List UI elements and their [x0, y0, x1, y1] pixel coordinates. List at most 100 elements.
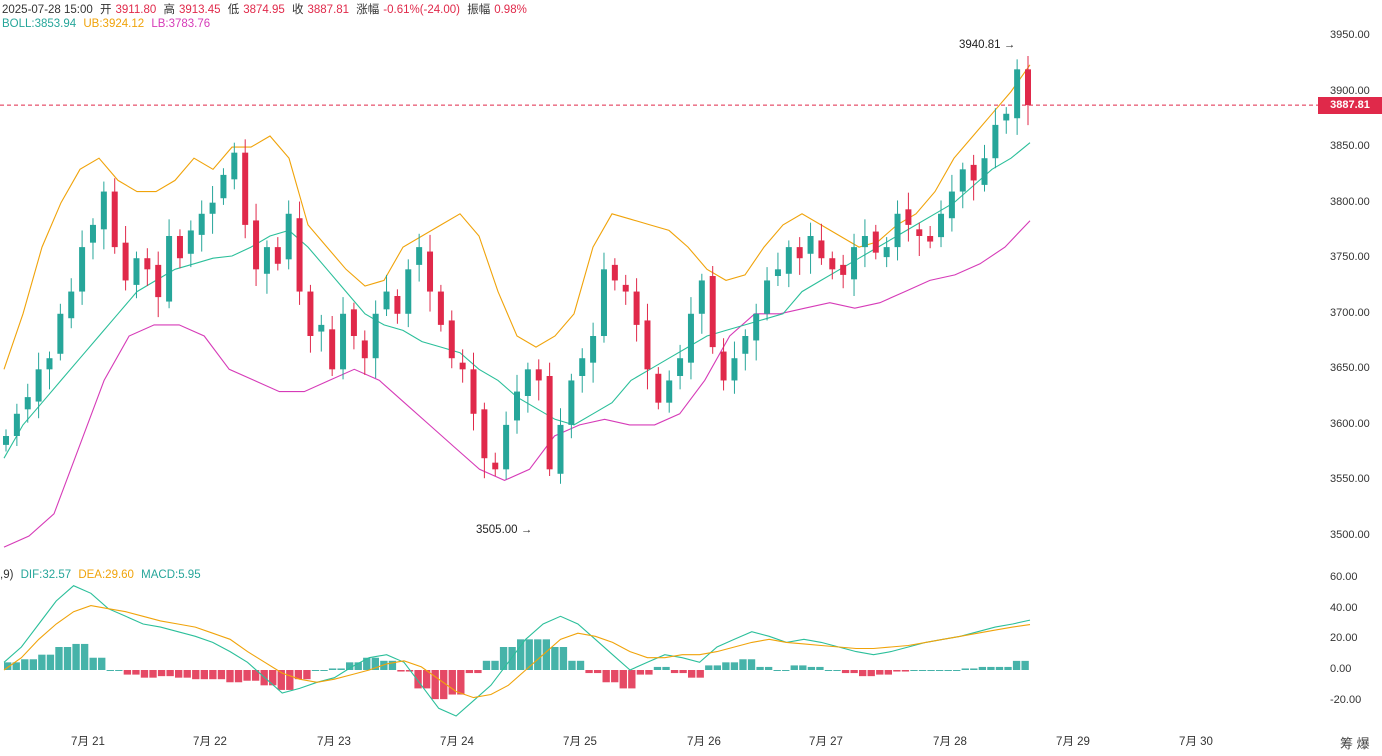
macd-bar-positive — [935, 670, 944, 671]
macd-bar-positive — [1012, 660, 1021, 670]
macd-bar-negative — [192, 670, 200, 680]
candle-down — [481, 409, 488, 459]
close-label: 收 — [292, 4, 304, 16]
candle-up — [861, 236, 868, 248]
price-tick-label: 3600.00 — [1330, 417, 1370, 430]
price-tick-label: 3500.00 — [1330, 529, 1370, 541]
macd-bar-negative — [414, 670, 422, 689]
macd-bar-positive — [346, 662, 354, 670]
macd-bar-positive — [517, 639, 525, 670]
price-tick-label: 3650.00 — [1330, 362, 1370, 375]
candle-up — [35, 369, 42, 402]
candle-down — [916, 229, 923, 236]
macd-bar-negative — [200, 670, 208, 680]
candle-up — [579, 358, 586, 376]
macd-bar-positive — [337, 668, 345, 670]
candle-down — [329, 329, 336, 370]
macd-bar-positive — [311, 670, 320, 671]
macd-bar-positive — [1021, 660, 1029, 670]
macd-bar-positive — [970, 668, 978, 670]
candle-down — [448, 320, 455, 359]
candle-down — [296, 218, 303, 292]
macd-bar-negative — [593, 670, 602, 674]
macd-bar-positive — [38, 654, 46, 670]
macd-bar-negative — [448, 670, 456, 695]
candle-down — [144, 258, 151, 270]
macd-bar-positive — [328, 668, 337, 670]
macd-bar-positive — [29, 659, 37, 670]
candle-down — [394, 296, 401, 314]
candle-up — [318, 324, 325, 332]
candle-up — [46, 358, 53, 370]
candle-up — [753, 313, 760, 341]
price-tick-label: 3750.00 — [1330, 251, 1370, 264]
price-tick-label: 3950.00 — [1330, 29, 1370, 41]
macd-bar-negative — [217, 670, 226, 680]
candle-up — [959, 169, 966, 192]
candle-up — [133, 258, 140, 285]
candle-up — [285, 213, 292, 260]
candle-up — [590, 336, 597, 363]
macd-bar-positive — [722, 662, 730, 670]
macd-bar-positive — [55, 647, 63, 670]
macd-bar-negative — [157, 670, 166, 677]
macd-bar-negative — [602, 670, 610, 683]
price-tick-label: 3700.00 — [1330, 306, 1370, 319]
macd-bar-positive — [953, 670, 961, 671]
macd-tick-label: 0.00 — [1330, 663, 1352, 675]
candle-down — [818, 240, 825, 259]
macd-bar-positive — [756, 666, 764, 670]
candle-up — [100, 191, 107, 230]
macd-bar-negative — [226, 670, 234, 683]
candle-up — [503, 424, 510, 470]
macd-bar-negative — [884, 670, 892, 675]
macd-dif-value: DIF:32.57 — [20, 569, 72, 581]
macd-bar-positive — [534, 639, 542, 670]
open-label: 开 — [100, 4, 112, 16]
macd-bar-negative — [123, 670, 132, 675]
time-tick-label: 7月 22 — [193, 736, 227, 748]
high-annotation: 3940.81 → — [959, 39, 1016, 51]
macd-bar-negative — [679, 670, 687, 674]
candle-up — [524, 369, 531, 396]
candle-down — [644, 320, 651, 370]
candle-up — [764, 280, 771, 314]
watermark: 筹 爆 — [1340, 736, 1370, 751]
candle-up — [198, 213, 205, 235]
macd-bar-negative — [422, 670, 431, 689]
macd-bar-positive — [542, 639, 550, 670]
macd-bar-negative — [893, 670, 901, 672]
macd-bar-positive — [63, 647, 72, 670]
time-tick-label: 7月 24 — [440, 736, 474, 748]
macd-bar-positive — [662, 666, 670, 670]
candle-down — [622, 284, 629, 292]
candle-up — [209, 202, 216, 214]
macd-bar-positive — [568, 660, 576, 670]
macd-bar-positive — [115, 670, 123, 671]
candle-up — [383, 291, 390, 310]
macd-bar-positive — [1004, 666, 1012, 670]
macd-tick-label: 60.00 — [1330, 571, 1358, 583]
candle-up — [731, 358, 738, 381]
candle-down — [829, 258, 836, 270]
macd-tick-label: -20.00 — [1330, 693, 1362, 706]
candle-up — [89, 224, 96, 243]
macd-bar-positive — [12, 662, 20, 670]
macd-bar-positive — [89, 657, 97, 670]
candle-down — [253, 220, 260, 270]
macd-bar-negative — [876, 670, 884, 675]
macd-tick-label: 40.00 — [1330, 601, 1358, 614]
macd-bar-positive — [790, 665, 798, 670]
candle-up — [187, 230, 194, 254]
candle-up — [807, 236, 814, 254]
candle-down — [274, 247, 281, 264]
candle-up — [263, 247, 270, 274]
macd-bar-positive — [730, 662, 739, 670]
macd-bar-positive — [371, 657, 379, 670]
candle-up — [894, 213, 901, 248]
macd-bar-negative — [234, 670, 243, 683]
candle-up — [57, 313, 64, 354]
macd-bar-negative — [611, 670, 619, 683]
price-tick-label: 3800.00 — [1330, 195, 1370, 208]
